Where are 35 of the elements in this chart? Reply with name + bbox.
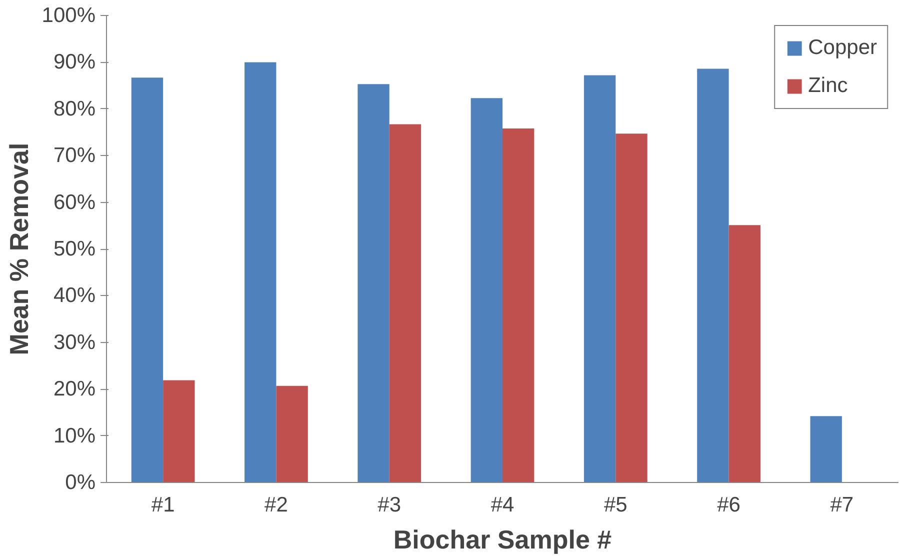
y-axis-title: Mean % Removal	[4, 142, 34, 356]
x-tick-label: #2	[264, 494, 288, 516]
x-tick-label: #3	[378, 494, 402, 516]
y-tick-label: 60%	[53, 190, 96, 214]
y-tick-label: 90%	[53, 50, 96, 74]
y-tick-label: 0%	[65, 471, 96, 494]
bar	[616, 134, 648, 482]
x-tick-label: #1	[151, 494, 175, 516]
bar	[389, 124, 422, 482]
bar	[358, 84, 390, 482]
legend-label: Zinc	[808, 74, 848, 98]
bar	[244, 62, 276, 482]
bar	[502, 128, 534, 482]
y-tick-label: 50%	[53, 238, 96, 260]
bar	[810, 416, 842, 482]
bar	[470, 98, 502, 482]
bar	[276, 386, 308, 482]
x-tick-label: #6	[717, 494, 740, 516]
y-tick-label: 80%	[53, 97, 96, 120]
y-tick-label: 40%	[53, 284, 96, 308]
y-tick-label: 100%	[42, 4, 96, 27]
y-tick-label: 70%	[53, 144, 96, 168]
y-tick-label: 30%	[53, 330, 96, 354]
y-tick-label: 10%	[53, 424, 96, 448]
bar	[697, 68, 729, 482]
x-axis-title: Biochar Sample #	[393, 524, 612, 554]
bar	[584, 75, 616, 482]
bar	[131, 78, 164, 482]
bar	[163, 380, 195, 482]
bar	[728, 225, 760, 482]
x-tick-label: #4	[490, 494, 514, 516]
x-tick-label: #5	[604, 494, 628, 516]
x-tick-label: #7	[830, 494, 854, 516]
y-tick-label: 20%	[53, 378, 96, 401]
legend-label: Copper	[808, 36, 877, 60]
